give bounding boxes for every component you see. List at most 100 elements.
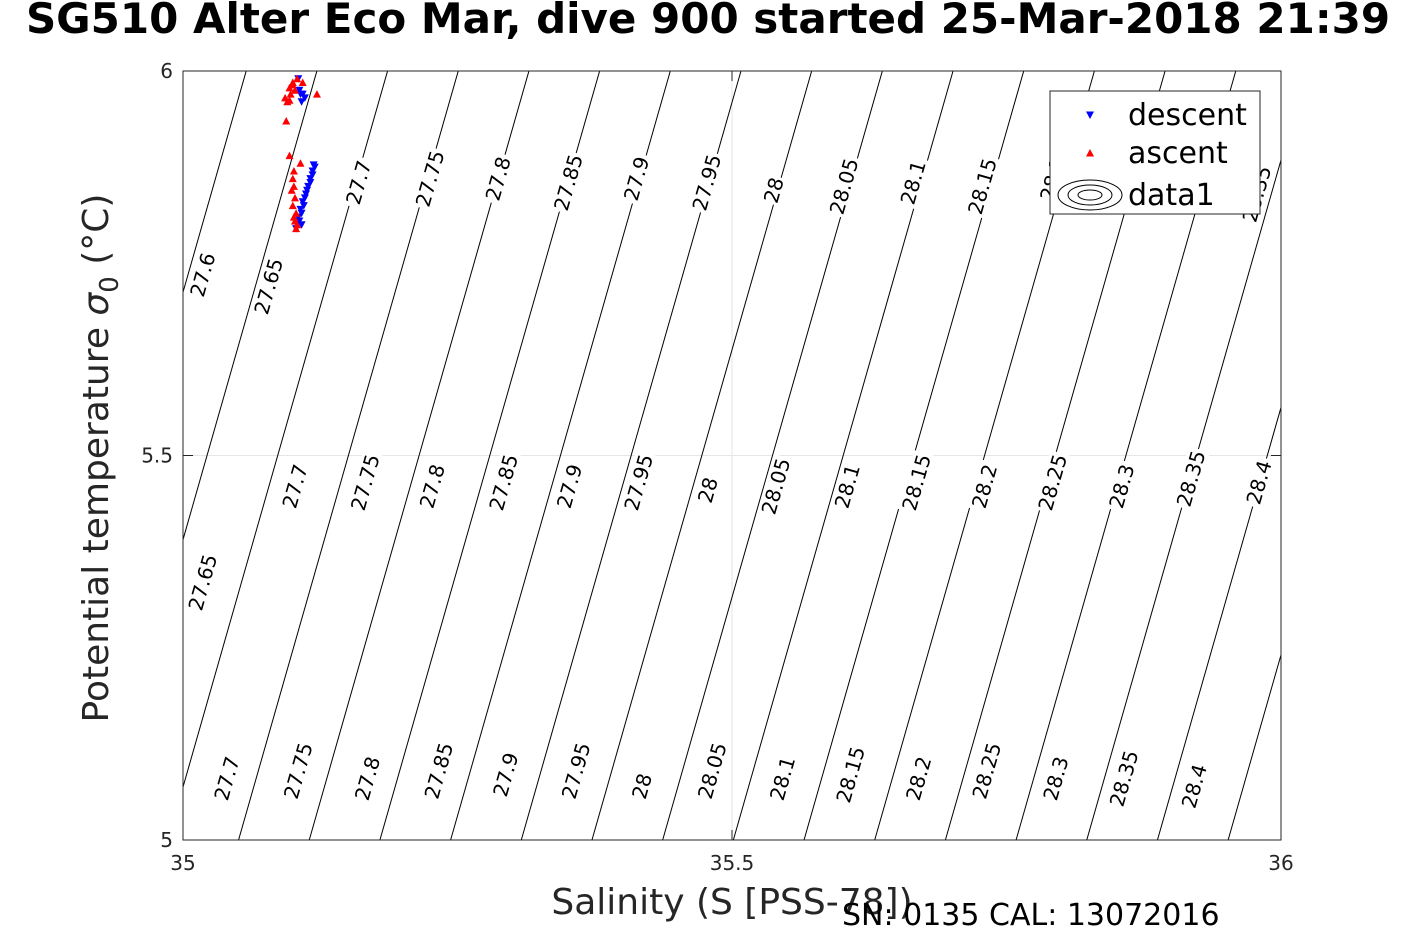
contour-label: 27.9 [619, 151, 654, 206]
legend-contour-icon [1057, 179, 1123, 211]
legend-contour-ring [1057, 179, 1123, 211]
contour-label: 27.7 [341, 155, 377, 210]
contour-label: 27.8 [414, 459, 450, 514]
descent-point [297, 209, 306, 218]
contour-label-text: 27.9 [619, 154, 654, 203]
contour-label: 27.85 [484, 450, 523, 515]
contour-label-text: 28.25 [1033, 452, 1072, 514]
contour-label-text: 27.9 [488, 750, 523, 799]
contour-label: 28.2 [967, 459, 1002, 514]
y-axis-label: Potential temperature σ0 (°C) [76, 194, 125, 723]
contour-label-bg [901, 751, 937, 806]
contour-label: 27.8 [480, 151, 516, 206]
x-axis-label: Salinity (S [PSS-78]) [551, 882, 912, 923]
legend-label-data1: data1 [1128, 178, 1215, 213]
contour-label-bg [831, 742, 870, 807]
ascent-point [312, 90, 321, 98]
contour-label-text: 27.9 [552, 462, 587, 511]
contour-label: 28.15 [831, 742, 870, 807]
contour-label-bg [185, 247, 221, 302]
contour-label-text: 27.6 [185, 250, 220, 299]
contour-label-text: 27.85 [419, 740, 458, 802]
y-tick-label: 6 [160, 59, 173, 83]
y-tick-label: 5.5 [141, 444, 173, 468]
contour-label: 28.35 [1105, 746, 1143, 811]
contour-label-text: 28.1 [830, 462, 865, 511]
ascent-series [281, 74, 321, 233]
contour-label-bg [1033, 450, 1072, 515]
x-tick-label: 36 [1268, 851, 1293, 875]
legend-descent-marker [1086, 111, 1094, 119]
contour-label-text: 28.2 [967, 462, 1002, 511]
contour-label-bg [693, 738, 732, 804]
contour-label-bg [484, 450, 523, 515]
contour-label-bg [279, 738, 318, 804]
contour-label-bg [963, 154, 1002, 219]
contour-label: 28.3 [1038, 751, 1074, 806]
serial-cal-info: SN: 0135 CAL: 13072016 [842, 898, 1220, 933]
contour-label: 28.05 [693, 738, 732, 804]
chart-title: SG510 Alter Eco Mar, dive 900 started 25… [25, 0, 1391, 43]
contour-label-bg [414, 459, 450, 514]
contour-label-text: 28.4 [1241, 458, 1276, 507]
contour-label-bg [829, 459, 865, 514]
ascent-point [287, 186, 296, 194]
contour-label-bg [759, 173, 789, 207]
contour-label-text: 27.7 [341, 158, 376, 207]
contour-label: 28.15 [897, 450, 936, 515]
contour-label: 28.1 [765, 751, 800, 806]
contour-label: 28.1 [829, 459, 865, 514]
descent-point [306, 175, 315, 183]
descent-point [308, 171, 317, 179]
contour-label-bg [346, 450, 385, 515]
contour-label-text: 27.95 [687, 152, 726, 214]
contour-label-text: 27.7 [209, 754, 244, 803]
contour-label: 28.4 [1241, 455, 1277, 510]
ascent-point [292, 224, 301, 233]
contour-label: 27.85 [549, 150, 588, 215]
ascent-point [285, 83, 294, 92]
contour-label-bg [687, 150, 726, 215]
contour-label: 27.7 [209, 751, 245, 806]
contour-label: 27.95 [687, 150, 726, 215]
contour-label: 28 [759, 173, 789, 207]
descent-point [297, 221, 306, 229]
contour-label-bg [897, 450, 936, 515]
contour-label-bg [1241, 455, 1277, 510]
contour-label-text: 28.05 [693, 740, 732, 802]
contour-label-text: 28.15 [831, 744, 870, 806]
contour-label-text: 27.75 [279, 740, 318, 802]
contour-label-bg [341, 155, 377, 210]
ascent-point [293, 74, 302, 83]
ascent-point [290, 193, 299, 202]
contour-label-text: 28.3 [1104, 462, 1139, 511]
contour-label: 28.25 [1033, 450, 1072, 515]
contour-label: 28.4 [1176, 759, 1212, 814]
contour-label-bg [1176, 759, 1212, 814]
contour-label-bg [1038, 751, 1074, 806]
contour-label-text: 28.05 [757, 455, 796, 517]
contour-label: 27.9 [488, 747, 523, 802]
contour-label: 28.1 [896, 155, 931, 210]
legend-contour-ring [1067, 184, 1113, 206]
contour-label: 28 [693, 473, 723, 507]
contour-label: 27.95 [619, 450, 658, 515]
contour-label-text: 27.95 [619, 452, 658, 514]
y-axis-label-group: Potential temperature σ0 (°C) [76, 194, 125, 723]
contour-label-text: 27.75 [411, 148, 450, 210]
contour-label: 27.6 [185, 247, 221, 302]
contour-label-bg [1105, 746, 1143, 811]
contour-label-bg [1104, 459, 1140, 514]
contour-label-bg [756, 453, 795, 519]
contour-label-bg [552, 459, 587, 514]
contour-label-text: 27.65 [183, 552, 222, 614]
descent-point [304, 182, 313, 191]
descent-point [306, 179, 315, 187]
contour-label-bg [765, 751, 800, 806]
ascent-point [298, 78, 307, 87]
contour-label: 28.3 [1104, 459, 1140, 514]
ascent-point [282, 116, 291, 125]
contour-label: 27.8 [350, 751, 385, 806]
contour-line [1227, 653, 1281, 840]
